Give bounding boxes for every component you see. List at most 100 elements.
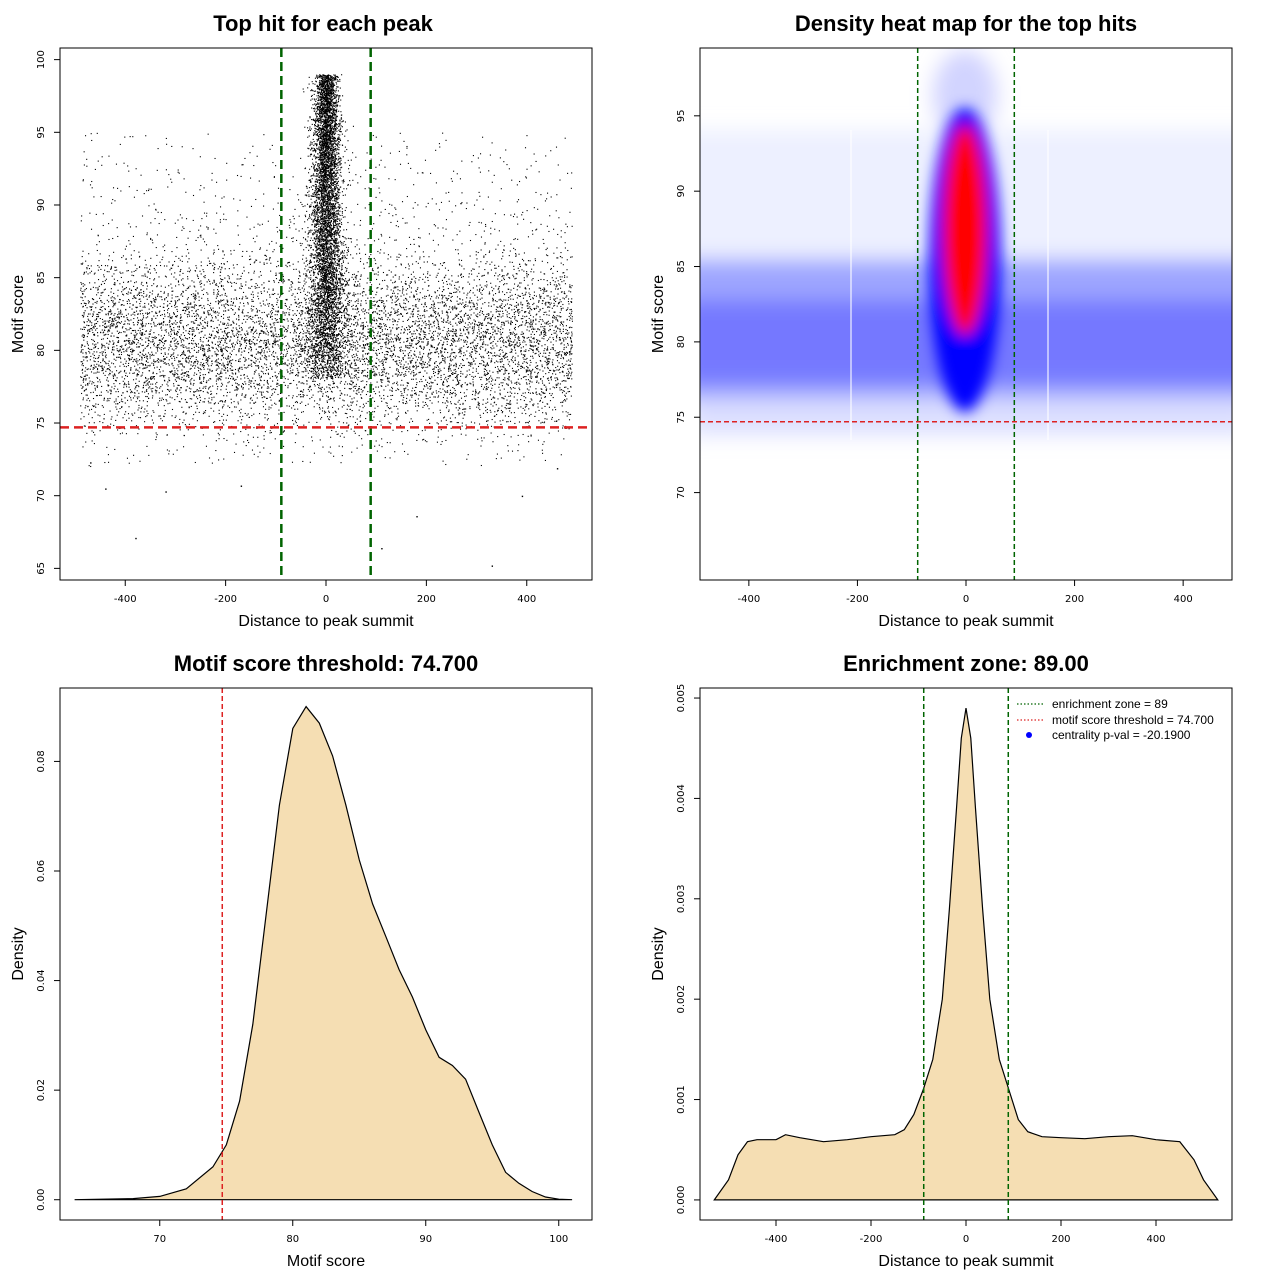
scatter-point [544, 329, 546, 331]
scatter-point [428, 233, 430, 235]
scatter-point [523, 336, 525, 338]
scatter-point [544, 367, 546, 369]
scatter-point [328, 419, 330, 421]
scatter-point [398, 318, 400, 320]
scatter-point [233, 433, 235, 435]
scatter-point [81, 369, 83, 371]
scatter-point [359, 285, 361, 287]
scatter-point [208, 415, 210, 417]
scatter-point [385, 338, 387, 340]
scatter-point [333, 251, 335, 254]
scatter-point [150, 415, 153, 417]
scatter-point [415, 373, 418, 375]
scatter-point [274, 314, 276, 316]
scatter-point [424, 327, 426, 329]
scatter-point [338, 308, 340, 310]
scatter-point [220, 389, 222, 391]
scatter-point [101, 351, 103, 353]
scatter-point [361, 444, 363, 446]
scatter-point [222, 354, 224, 356]
scatter-point [415, 356, 417, 358]
scatter-point [418, 333, 420, 335]
scatter-point [284, 304, 286, 306]
scatter-point [134, 314, 136, 316]
scatter-point [385, 361, 387, 363]
scatter-point [461, 425, 463, 427]
scatter-point [296, 400, 298, 403]
scatter-point [113, 303, 115, 305]
scatter-point [211, 333, 213, 335]
scatter-point [494, 411, 496, 413]
scatter-point [140, 362, 143, 364]
scatter-point [430, 314, 432, 316]
scatter-point [230, 364, 232, 366]
scatter-point [216, 368, 218, 370]
scatter-point [216, 284, 218, 286]
scatter-point [506, 164, 508, 166]
scatter-point [431, 326, 433, 328]
scatter-point [499, 314, 501, 316]
scatter-point [481, 344, 484, 346]
scatter-point [523, 218, 525, 220]
scatter-point [91, 180, 93, 183]
scatter-point [412, 321, 414, 323]
scatter-point [407, 339, 409, 341]
scatter-point [161, 420, 164, 422]
scatter-point [243, 270, 245, 272]
scatter-point [189, 327, 191, 330]
scatter-point [521, 309, 523, 312]
scatter-point [271, 312, 274, 314]
scatter-point [253, 270, 255, 272]
scatter-point [238, 348, 240, 350]
scatter-point [147, 345, 149, 347]
scatter-point [270, 313, 273, 315]
scatter-point [479, 311, 481, 313]
scatter-point [135, 226, 137, 228]
scatter-point [441, 344, 443, 346]
scatter-point [135, 343, 138, 345]
scatter-point [381, 360, 383, 362]
scatter-point [264, 354, 266, 356]
scatter-point [157, 294, 159, 296]
scatter-point [227, 327, 229, 329]
scatter-point [154, 389, 156, 391]
scatter-point [93, 354, 95, 357]
scatter-point [393, 349, 395, 351]
scatter-point [216, 388, 218, 390]
scatter-point [224, 337, 227, 339]
scatter-point [559, 331, 561, 333]
scatter-point [125, 419, 128, 421]
scatter-point [211, 319, 213, 321]
scatter-point [272, 393, 274, 395]
scatter-point [403, 389, 405, 391]
scatter-point [352, 152, 354, 154]
scatter-point [170, 317, 172, 319]
scatter-point [347, 262, 349, 264]
scatter-point [381, 372, 383, 374]
scatter-point [251, 310, 253, 312]
scatter-point [128, 342, 131, 344]
scatter-point [491, 181, 493, 183]
scatter-point [252, 321, 254, 323]
scatter-point [363, 347, 365, 349]
scatter-point [505, 356, 507, 358]
scatter-point [349, 343, 351, 345]
scatter-point [374, 337, 376, 339]
scatter-point [536, 381, 538, 383]
scatter-point [422, 388, 425, 390]
scatter-point [526, 168, 528, 170]
scatter-point [222, 257, 224, 260]
scatter-point [175, 389, 177, 391]
scatter-point [144, 364, 147, 366]
scatter-point [414, 280, 416, 282]
scatter-point [494, 391, 496, 393]
scatter-point [496, 354, 498, 356]
scatter-point [496, 410, 499, 412]
scatter-point [237, 274, 239, 276]
scatter-point [168, 450, 170, 452]
scatter-point [378, 238, 380, 240]
scatter-point [455, 334, 457, 336]
scatter-point [555, 373, 557, 375]
scatter-point [93, 351, 95, 353]
scatter-point [429, 330, 431, 332]
